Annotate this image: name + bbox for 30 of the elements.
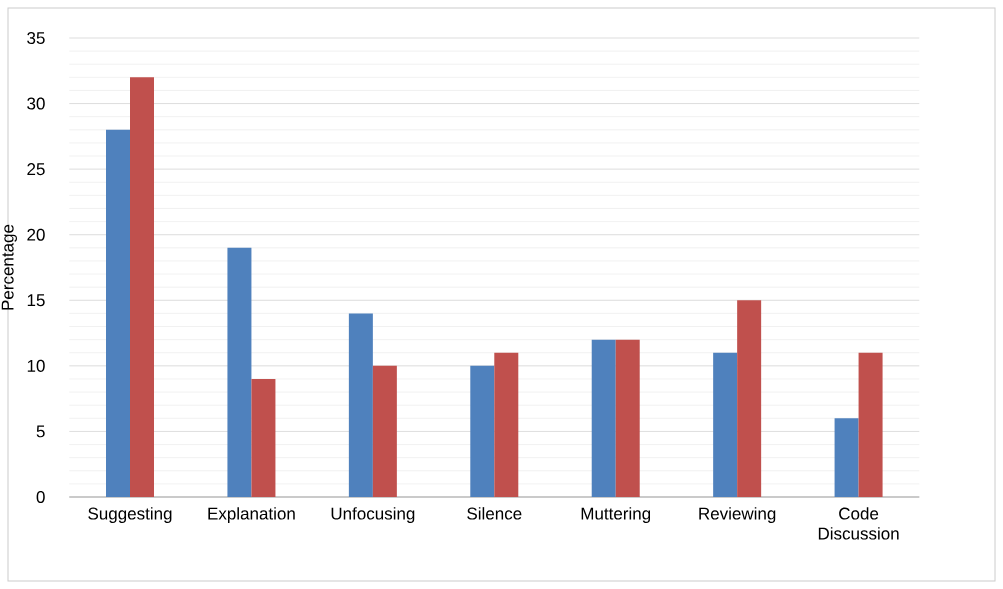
x-tick-label: Reviewing — [699, 507, 776, 523]
bar — [713, 352, 738, 497]
bar — [227, 247, 252, 497]
bar — [615, 339, 640, 497]
bar — [858, 352, 883, 497]
bar — [737, 300, 762, 497]
y-axis-title: Percentage — [1, 224, 17, 310]
bar — [591, 339, 616, 497]
y-tick-label: 5 — [36, 425, 45, 438]
bar — [470, 365, 495, 497]
y-tick-label: 10 — [27, 359, 45, 372]
x-tick-label: Unfocusing — [331, 507, 415, 523]
y-tick-label: 20 — [27, 228, 45, 241]
bar — [494, 352, 519, 497]
x-tick-label: Muttering — [581, 507, 651, 523]
bar — [834, 418, 859, 497]
x-tick-label: Code Discussion — [818, 507, 899, 540]
x-tick-label: Silence — [467, 507, 522, 520]
x-tick-label: Explanation — [208, 507, 295, 523]
y-tick-label: 15 — [27, 294, 45, 307]
bar — [106, 129, 130, 497]
y-tick-label: 0 — [36, 490, 45, 504]
x-tick-label: Suggesting — [88, 507, 172, 523]
y-tick-label: 25 — [27, 163, 45, 176]
bar — [130, 77, 154, 497]
y-tick-label: 30 — [27, 97, 45, 110]
y-tick-label: 35 — [27, 31, 45, 45]
bar — [251, 378, 276, 497]
bar — [348, 313, 373, 497]
bar — [372, 365, 397, 497]
